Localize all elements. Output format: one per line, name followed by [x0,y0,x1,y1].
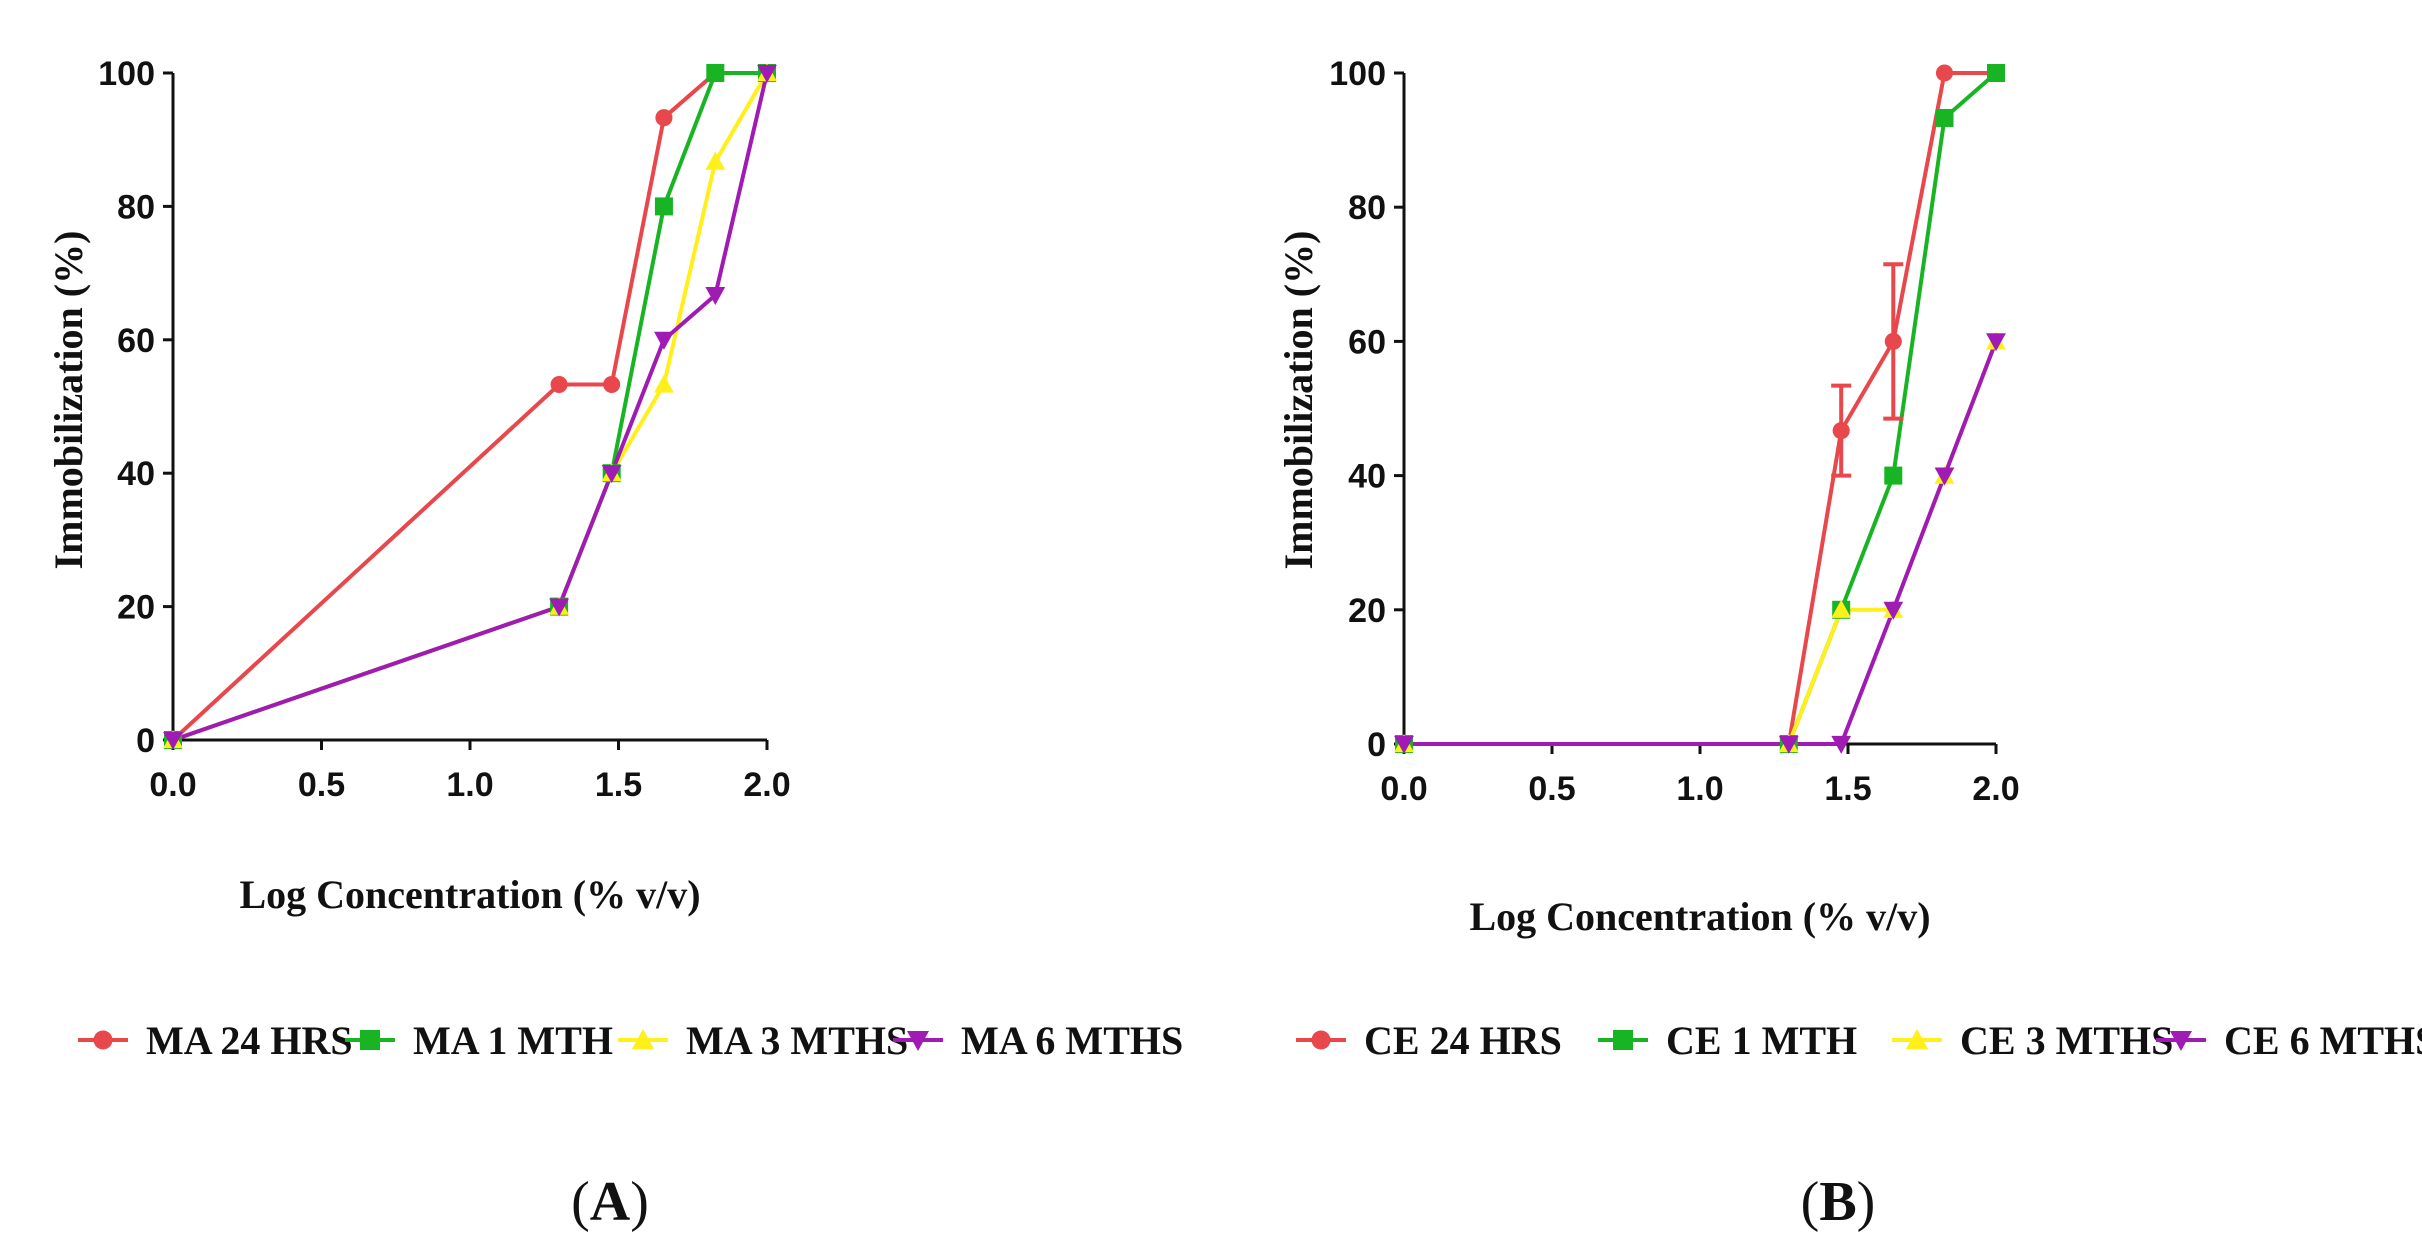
y-tick-label: 60 [1348,323,1386,361]
data-point-ce-24-hrs [1884,332,1902,350]
panel-label-letter: A [590,1171,631,1233]
series-line-ce-24-hrs [1404,71,1996,746]
y-tick-label: 20 [117,589,155,627]
data-point-ce-3-mths [1831,599,1852,618]
legend-marker [632,1029,654,1049]
x-tick-label: 1.0 [446,766,493,804]
data-point-ce-1-mth [1987,64,2005,82]
x-tick-label: 1.5 [1824,770,1871,808]
x-tick-label: 1.0 [1676,770,1723,808]
data-point-ma-24-hrs [550,375,568,394]
legend-marker [1613,1030,1633,1050]
x-axis-title: Log Concentration (% v/v) [239,872,700,917]
x-tick-label: 2.0 [1972,770,2019,808]
data-point-ce-6-mths [1394,735,1414,754]
legend-label: CE 6 MTHS [2224,1018,2422,1063]
y-tick-label: 100 [98,55,155,93]
data-point-ce-6-mths [1778,735,1799,754]
data-point-ma-6-mths [601,465,622,484]
data-point-ma-6-mths [757,64,777,83]
legend-label: MA 24 HRS [146,1018,353,1063]
data-point-ma-1-mth [706,64,725,82]
series-line-ma-1-mth [172,71,767,742]
x-tick-label: 0.5 [1528,770,1575,808]
legend-b: CE 24 HRS CE 1 MTH CE 3 MTHS CE 6 MTHS [1296,1018,2422,1063]
y-tick-label: 80 [117,188,155,226]
legend-marker [907,1031,929,1051]
data-point-ma-24-hrs [603,375,621,394]
legend-label: CE 3 MTHS [1960,1018,2173,1063]
panel-label-close: ) [1857,1171,1876,1233]
y-tick-label: 80 [1348,189,1386,227]
legend-label: CE 1 MTH [1666,1018,1857,1063]
data-point-ma-3-mths [705,151,726,170]
y-tick-label: 40 [117,455,155,493]
legend-label: MA 1 MTH [413,1018,613,1063]
data-point-ce-6-mths [1986,333,2006,352]
data-point-ce-24-hrs [1935,64,1954,82]
series-line-ce-3-mths [1404,340,1998,746]
chart-panel-b: 0 20 40 60 80 100 0.0 0.5 1.0 1.5 2.0 Immobilizatio… [1276,55,2422,1233]
x-tick-label: 2.0 [743,766,790,804]
y-axis-title: Immobilization (%) [1276,231,1321,570]
panel-label-letter: B [1819,1171,1856,1233]
panel-label-open: ( [1801,1171,1820,1233]
y-tick-label: 60 [117,322,155,360]
legend-label: MA 6 MTHS [961,1018,1183,1063]
legend-marker [1311,1030,1331,1050]
legend-a: MA 24 HRS MA 1 MTH MA 3 MTHS MA 6 MTHS [78,1018,1183,1063]
series-line-ce-6-mths [1404,340,1998,746]
data-point-ce-24-hrs [1832,422,1850,440]
y-tick-label: 100 [1329,55,1386,93]
data-point-ma-6-mths [654,331,674,350]
y-tick-label: 0 [1367,726,1386,764]
panel-label-a: (A) [571,1171,649,1233]
y-tick-label: 0 [136,722,155,760]
data-point-ma-6-mths [705,287,726,306]
series-line-ma-6-mths [172,72,769,742]
legend-marker [93,1030,113,1050]
y-axis-title: Immobilization (%) [46,231,91,570]
y-tick-label: 40 [1348,458,1386,496]
x-tick-label: 0.0 [149,766,196,804]
chart-panel-a: 0 20 40 60 80 100 0.0 0.5 1.0 1.5 2.0 Immobilizatio… [46,55,1183,1233]
data-point-ce-1-mth [1935,108,1954,127]
data-point-ma-3-mths [654,374,674,393]
legend-label: MA 3 MTHS [686,1018,908,1063]
data-point-ce-1-mth [1884,466,1903,485]
data-point-ma-6-mths [163,731,183,750]
series-line-ce-1-mth [1404,71,1998,746]
x-axis-title: Log Concentration (% v/v) [1469,894,1930,939]
legend-marker [360,1030,380,1050]
y-tick-label: 20 [1348,592,1386,630]
data-point-ma-24-hrs [655,109,673,127]
data-point-ce-6-mths [1831,735,1852,754]
x-tick-label: 0.0 [1380,770,1427,808]
x-tick-label: 1.5 [595,766,642,804]
data-point-ma-6-mths [549,598,569,617]
data-point-ce-6-mths [1883,601,1904,620]
panel-label-open: ( [571,1171,590,1233]
legend-marker [2170,1031,2192,1051]
data-point-ce-6-mths [1934,467,1955,486]
panel-label-b: (B) [1801,1171,1876,1233]
data-point-ma-1-mth [654,197,673,216]
legend-marker [1906,1029,1928,1049]
legend-label: CE 24 HRS [1364,1018,1562,1063]
x-tick-label: 0.5 [298,766,345,804]
panel-label-close: ) [630,1171,649,1233]
